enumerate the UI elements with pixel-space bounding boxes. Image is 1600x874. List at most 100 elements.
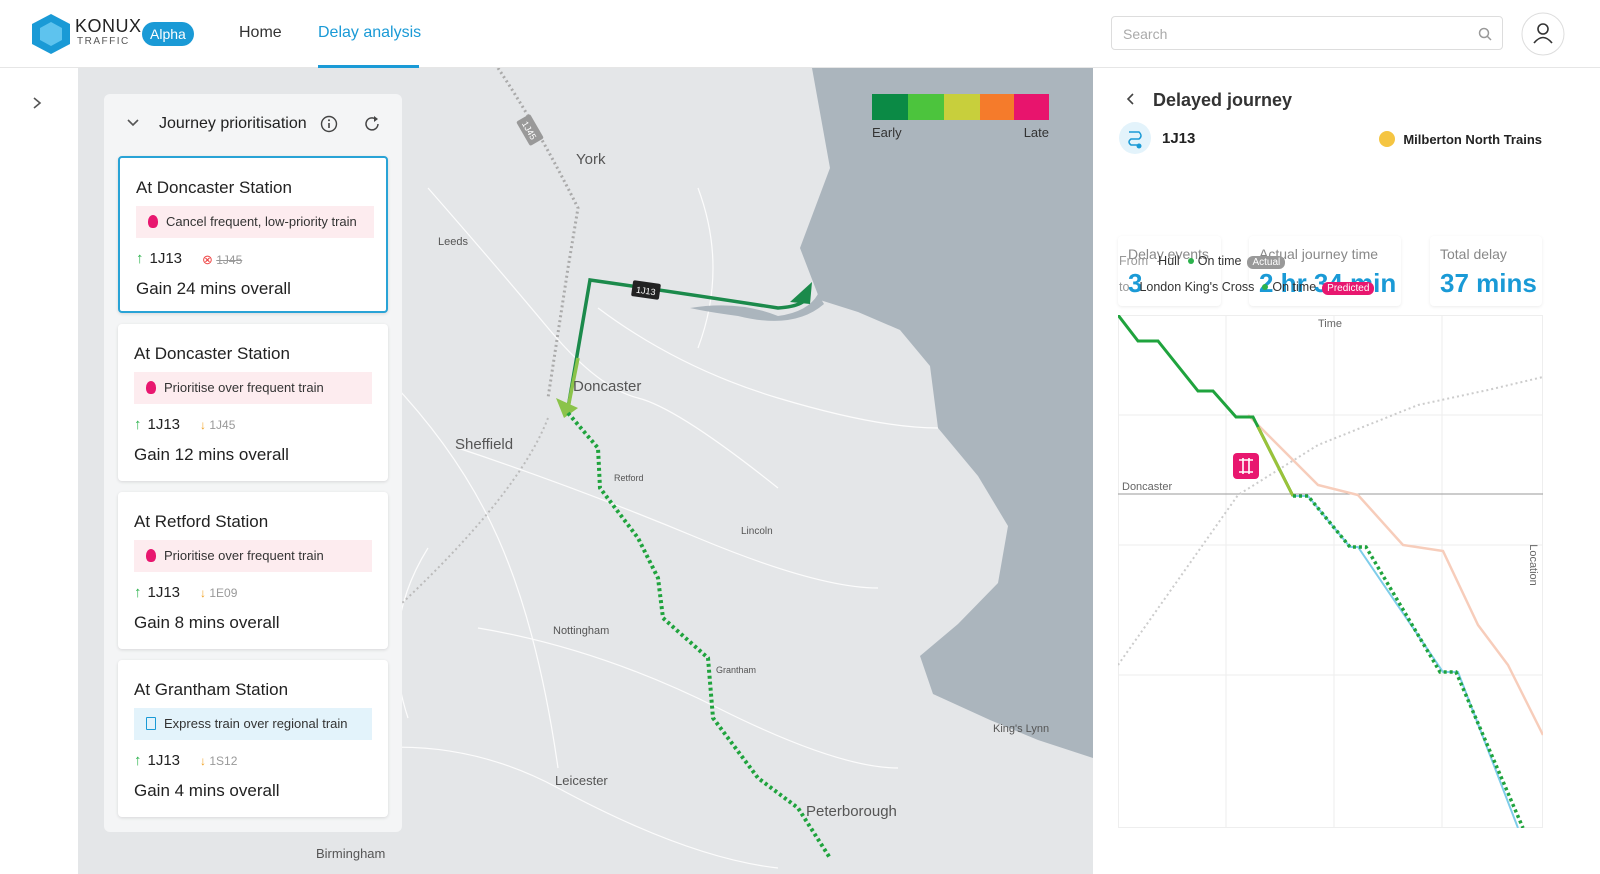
place-labels: York Leeds Doncaster Sheffield Retford L…: [316, 151, 1049, 861]
alpha-badge: Alpha: [142, 22, 194, 46]
train-tag-label: 1J13: [635, 285, 656, 298]
place: Grantham: [716, 665, 756, 675]
card-other: ⊗ 1J45: [202, 252, 243, 267]
operator: Milberton North Trains: [1379, 131, 1542, 147]
nav-underline: [318, 65, 419, 68]
card-train: ↑ 1J13: [136, 250, 183, 267]
card-action-text: Prioritise over frequent train: [164, 548, 324, 563]
card-action-text: Prioritise over frequent train: [164, 380, 324, 395]
train: 1J13: [147, 584, 181, 601]
chart-x-label: Time: [1318, 318, 1342, 330]
other-train: 1S12: [209, 754, 238, 768]
card-other: ↓ 1E09: [200, 586, 238, 600]
card-other: ↓ 1S12: [200, 754, 238, 768]
place: Peterborough: [806, 803, 897, 820]
train-tag: 1J13: [631, 280, 661, 300]
nav-home[interactable]: Home: [239, 24, 282, 41]
journey-chart: Time Doncaster Location: [1118, 315, 1543, 828]
delay-legend: Early Late: [872, 94, 1049, 140]
card-other: ↓ 1J45: [200, 418, 236, 432]
back-button[interactable]: [1125, 92, 1135, 106]
card-gain: Gain 8 mins overall: [134, 613, 280, 632]
other-train: 1E09: [209, 586, 238, 600]
stat: Total delay 37 mins: [1430, 236, 1542, 306]
card-train: ↑ 1J13: [134, 752, 181, 769]
search-placeholder: Search: [1123, 26, 1168, 42]
to-row: to London King's Cross On time Predicted: [1119, 280, 1375, 295]
logo-icon: [32, 14, 70, 54]
sidebar-toggle[interactable]: [31, 96, 43, 110]
user-button[interactable]: [1521, 12, 1565, 56]
route-predicted: [566, 411, 832, 860]
place: York: [576, 151, 606, 168]
card[interactable]: At Grantham Station Express train over r…: [118, 660, 388, 817]
place: Leeds: [438, 236, 468, 248]
other-train: 1J45: [216, 253, 243, 267]
other-train: 1J45: [209, 418, 236, 432]
card-train: ↑ 1J13: [134, 584, 181, 601]
place: Retford: [614, 473, 644, 483]
place: Leicester: [555, 773, 608, 788]
place: Lincoln: [741, 526, 773, 537]
place: Nottingham: [553, 625, 609, 637]
place: Birmingham: [316, 846, 385, 861]
from-row: From Hull On time Actual: [1119, 254, 1286, 269]
card-station: At Doncaster Station: [134, 344, 290, 363]
from-station: Hull: [1158, 254, 1180, 268]
event-marker[interactable]: [1233, 453, 1259, 479]
journey-train: 1J13: [1162, 130, 1196, 147]
search[interactable]: Search: [1111, 16, 1503, 50]
place: King's Lynn: [993, 723, 1049, 735]
card-gain: Gain 4 mins overall: [134, 781, 280, 800]
card-action: Cancel frequent, low-priority train: [136, 206, 374, 238]
stat-label: Total delay: [1440, 246, 1507, 262]
search-icon: [1478, 27, 1492, 41]
journey-icon: [1119, 122, 1151, 154]
card[interactable]: At Doncaster Station Prioritise over fre…: [118, 324, 388, 481]
panel-title: Journey prioritisation: [159, 115, 307, 132]
from-label: From: [1119, 254, 1149, 268]
legend-label: Early: [872, 125, 902, 140]
legend-label: Late: [1024, 125, 1049, 140]
stat-value: 37 mins: [1440, 268, 1537, 298]
stat: Delay events 3: [1118, 236, 1221, 306]
stat-value: 3: [1128, 268, 1143, 298]
stat-label: Actual journey time: [1259, 246, 1379, 262]
card-gain: Gain 12 mins overall: [134, 445, 289, 464]
from-badge: Actual: [1247, 256, 1286, 269]
train-tag: 1J45: [516, 114, 544, 146]
train: 1J13: [147, 752, 181, 769]
place: Doncaster: [573, 378, 641, 395]
operator-name: Milberton North Trains: [1403, 132, 1542, 147]
journey-title: Delayed journey: [1153, 90, 1293, 110]
header: KONUX TRAFFIC Alpha Home Delay analysis …: [0, 0, 1600, 68]
collapse-icon[interactable]: [126, 118, 140, 128]
card-action: Prioritise over frequent train: [134, 372, 372, 404]
to-label: to: [1119, 280, 1130, 294]
train: 1J13: [149, 250, 183, 267]
logo: KONUX: [75, 16, 142, 36]
journey-panel: Delayed journey 1J13 Milberton North Tra…: [1093, 68, 1600, 874]
from-status: On time: [1197, 254, 1242, 268]
refresh-icon[interactable]: [363, 115, 381, 133]
to-status: On time: [1272, 280, 1317, 294]
to-station: London King's Cross: [1139, 280, 1255, 294]
card[interactable]: At Retford Station Prioritise over frequ…: [118, 492, 388, 649]
card-station: At Retford Station: [134, 512, 269, 531]
card-train: ↑ 1J13: [134, 416, 181, 433]
card-gain: Gain 24 mins overall: [136, 279, 291, 298]
info-icon[interactable]: [320, 115, 338, 133]
card-station: At Doncaster Station: [136, 178, 292, 197]
card-station: At Grantham Station: [134, 680, 289, 699]
chart-y-label: Location: [1527, 544, 1539, 586]
card-action: Prioritise over frequent train: [134, 540, 372, 572]
card-action: Express train over regional train: [134, 708, 372, 740]
train: 1J13: [147, 416, 181, 433]
card-action-text: Cancel frequent, low-priority train: [166, 214, 357, 229]
chart-marker: Doncaster: [1122, 481, 1172, 493]
to-badge: Predicted: [1322, 282, 1375, 295]
card[interactable]: At Doncaster Station Cancel frequent, lo…: [118, 156, 388, 313]
nav-delay[interactable]: Delay analysis: [318, 24, 422, 41]
